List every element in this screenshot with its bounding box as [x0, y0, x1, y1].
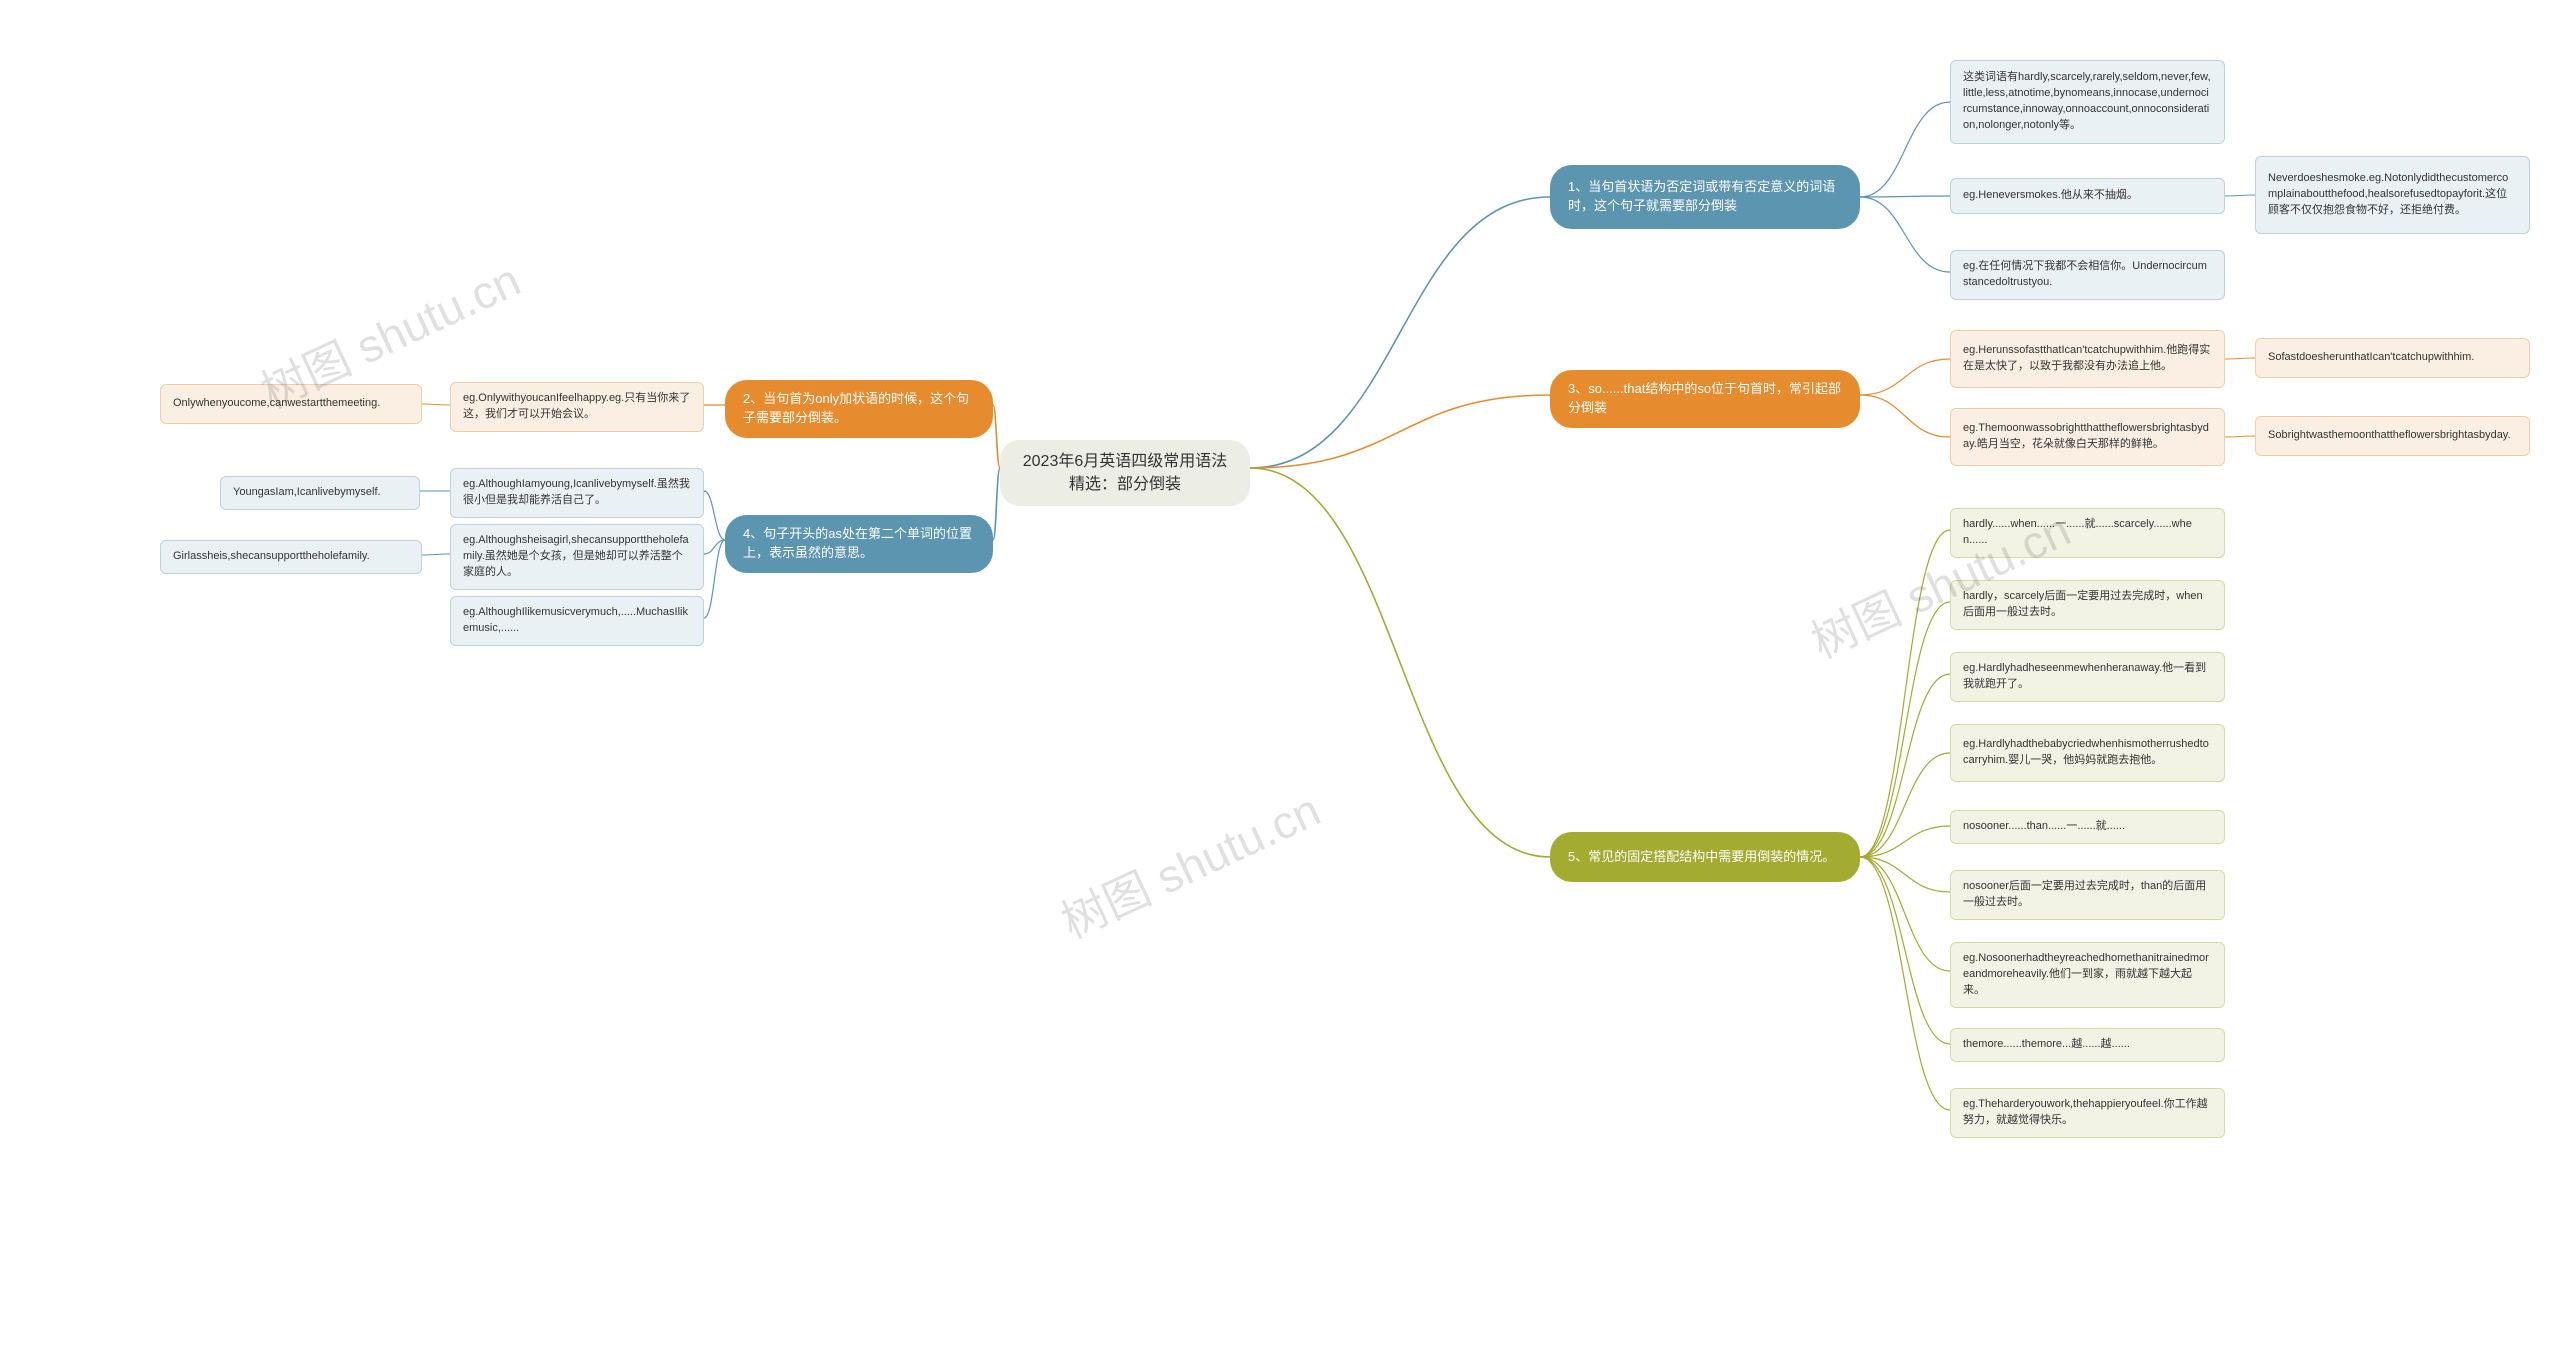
branch-b4: 4、句子开头的as处在第二个单词的位置上，表示虽然的意思。 [725, 515, 993, 573]
leaf-b2-0: eg.OnlywithyoucanIfeelhappy.eg.只有当你来了这，我… [450, 382, 704, 432]
leaf-b4-0: eg.AlthoughIamyoung,Icanlivebymyself.虽然我… [450, 468, 704, 518]
center-node: 2023年6月英语四级常用语法精选：部分倒装 [1000, 440, 1250, 506]
leaf-b4-1-child: Girlassheis,shecansupporttheholefamily. [160, 540, 422, 574]
leaf-b3-0-child: SofastdoesherunthatIcan'tcatchupwithhim. [2255, 338, 2530, 378]
leaf-b4-0-child: YoungasIam,Icanlivebymyself. [220, 476, 420, 510]
leaf-b1-0: 这类词语有hardly,scarcely,rarely,seldom,never… [1950, 60, 2225, 144]
watermark: 树图 shutu.cn [1049, 774, 1329, 952]
leaf-b5-1: hardly，scarcely后面一定要用过去完成时，when后面用一般过去时。 [1950, 580, 2225, 630]
leaf-b5-2: eg.Hardlyhadheseenmewhenheranaway.他一看到我就… [1950, 652, 2225, 702]
leaf-b5-0: hardly......when......一......就......scar… [1950, 508, 2225, 558]
leaf-b1-1-child: Neverdoeshesmoke.eg.Notonlydidthecustome… [2255, 156, 2530, 234]
leaf-b5-6: eg.Nosoonerhadtheyreachedhomethanitraine… [1950, 942, 2225, 1008]
leaf-b5-8: eg.Theharderyouwork,thehappieryoufeel.你工… [1950, 1088, 2225, 1138]
branch-b1: 1、当句首状语为否定词或带有否定意义的词语时，这个句子就需要部分倒装 [1550, 165, 1860, 229]
branch-b5: 5、常见的固定搭配结构中需要用倒装的情况。 [1550, 832, 1860, 882]
branch-b2: 2、当句首为only加状语的时候，这个句子需要部分倒装。 [725, 380, 993, 438]
leaf-b5-4: nosooner......than......一......就...... [1950, 810, 2225, 844]
leaf-b4-1: eg.Althoughsheisagirl,shecansupporttheho… [450, 524, 704, 590]
leaf-b2-0-child: Onlywhenyoucome,canwestartthemeeting. [160, 384, 422, 424]
leaf-b5-3: eg.Hardlyhadthebabycriedwhenhismotherrus… [1950, 724, 2225, 782]
leaf-b1-2: eg.在任何情况下我都不会相信你。Undernocircumstancedolt… [1950, 250, 2225, 300]
leaf-b3-1-child: Sobrightwasthemoonthattheflowersbrightas… [2255, 416, 2530, 456]
leaf-b3-1: eg.Themoonwassobrightthattheflowersbrigh… [1950, 408, 2225, 466]
branch-b3: 3、so......that结构中的so位于句首时，常引起部分倒装 [1550, 370, 1860, 428]
leaf-b4-2: eg.AlthoughIlikemusicverymuch,.....Mucha… [450, 596, 704, 646]
leaf-b5-5: nosooner后面一定要用过去完成时，than的后面用一般过去时。 [1950, 870, 2225, 920]
leaf-b5-7: themore......themore...越......越...... [1950, 1028, 2225, 1062]
leaf-b1-1: eg.Heneversmokes.他从来不抽烟。 [1950, 178, 2225, 214]
leaf-b3-0: eg.HerunssofastthatIcan'tcatchupwithhim.… [1950, 330, 2225, 388]
